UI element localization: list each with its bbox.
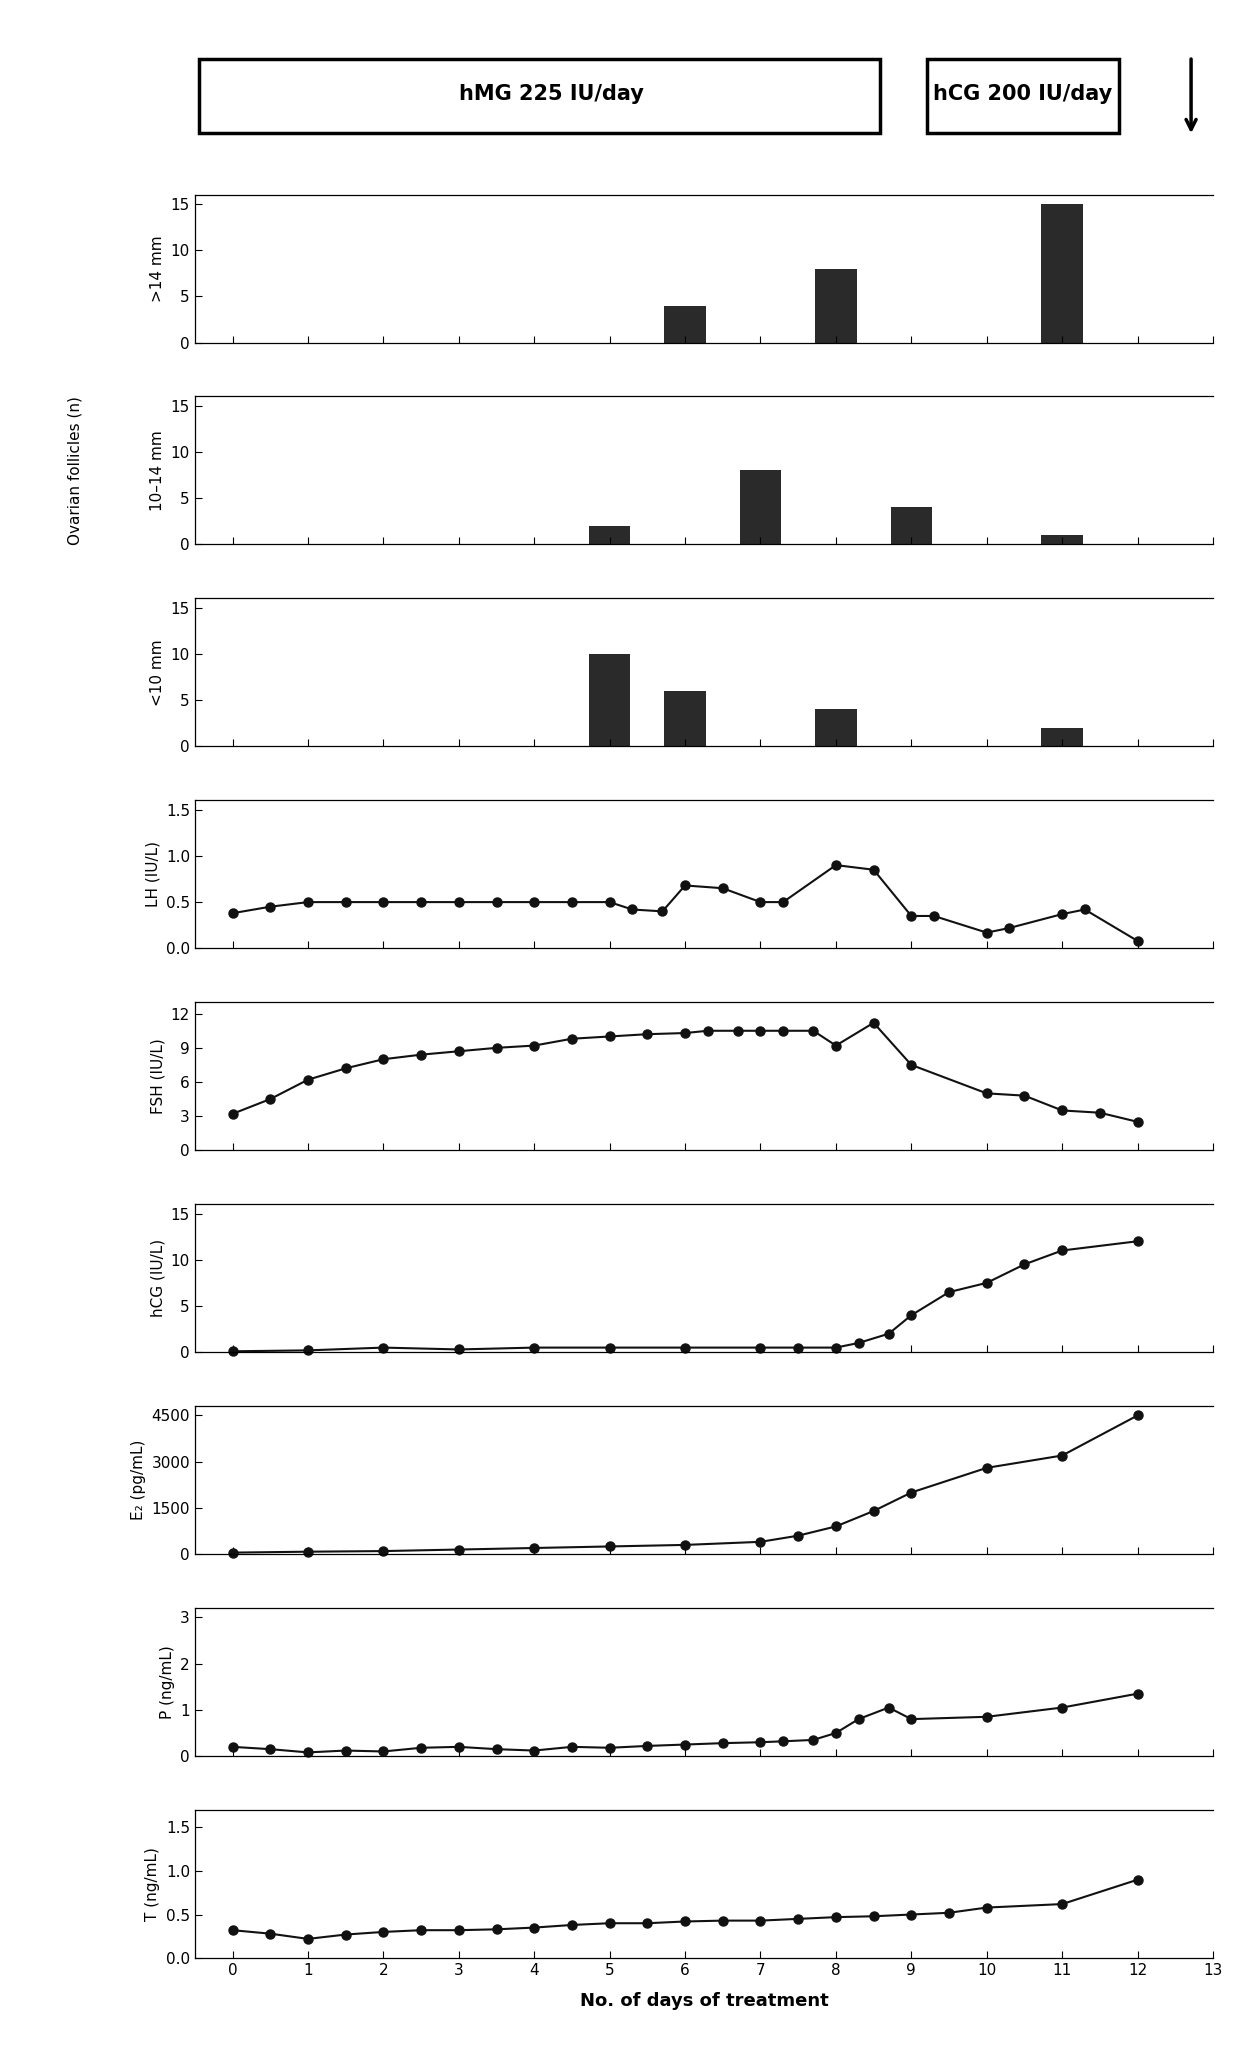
- Bar: [739, 470, 781, 545]
- Y-axis label: 10–14 mm: 10–14 mm: [150, 431, 165, 512]
- Bar: [1041, 727, 1082, 746]
- Bar: [815, 269, 856, 342]
- Y-axis label: E₂ (pg/mL): E₂ (pg/mL): [131, 1440, 146, 1521]
- FancyBboxPatch shape: [199, 58, 880, 133]
- Bar: [1041, 535, 1082, 545]
- Bar: [588, 526, 630, 545]
- Y-axis label: <10 mm: <10 mm: [150, 638, 165, 707]
- X-axis label: No. of days of treatment: No. of days of treatment: [579, 1991, 828, 2010]
- Y-axis label: FSH (IU/L): FSH (IU/L): [150, 1038, 165, 1115]
- Y-axis label: LH (IU/L): LH (IU/L): [146, 841, 161, 908]
- Bar: [890, 508, 931, 545]
- Y-axis label: T (ng/mL): T (ng/mL): [146, 1846, 161, 1921]
- Bar: [1041, 203, 1082, 342]
- Bar: [664, 690, 706, 746]
- Text: hMG 225 IU/day: hMG 225 IU/day: [459, 85, 644, 104]
- FancyBboxPatch shape: [928, 58, 1119, 133]
- Y-axis label: >14 mm: >14 mm: [150, 236, 165, 303]
- Bar: [664, 305, 706, 342]
- Bar: [588, 655, 630, 746]
- Bar: [815, 709, 856, 746]
- Y-axis label: P (ng/mL): P (ng/mL): [160, 1645, 175, 1720]
- Y-axis label: hCG (IU/L): hCG (IU/L): [150, 1239, 165, 1318]
- Text: Ovarian follicles (n): Ovarian follicles (n): [68, 396, 83, 545]
- Text: hCG 200 IU/day: hCG 200 IU/day: [934, 85, 1112, 104]
